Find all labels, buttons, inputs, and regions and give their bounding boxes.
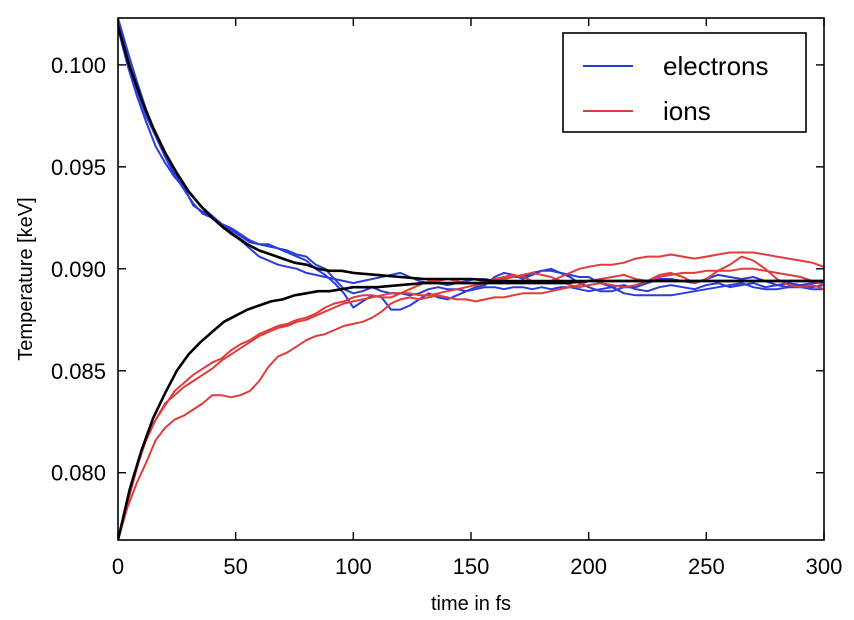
electrons-series-line-1 [118,18,824,297]
legend-label-electrons: electrons [663,51,769,81]
x-tick-label: 300 [806,554,843,579]
legend-label-ions: ions [663,96,711,126]
legend-box [562,32,807,133]
y-tick-label: 0.085 [51,359,106,384]
y-tick-label: 0.100 [51,53,106,78]
x-tick-label: 250 [688,554,725,579]
x-tick-label: 200 [570,554,607,579]
y-tick-label: 0.080 [51,461,106,486]
ions-series-line-1 [118,255,824,540]
ticks-layer: 0 50 100 150 200 250 300 0.080 0.085 0.090 0.095 0.… [51,18,842,579]
ions-series-line-2 [118,267,824,540]
legend: electrons ions [562,32,807,133]
x-tick-label: 0 [112,554,124,579]
y-axis-label: Temperature [keV] [15,197,37,360]
x-axis-label: time in fs [431,593,511,615]
y-tick-label: 0.095 [51,155,106,180]
fit-series-line-1 [118,24,824,283]
x-tick-label: 100 [335,554,372,579]
x-tick-label: 150 [453,554,490,579]
series-layer [118,18,824,540]
y-tick-label: 0.090 [51,257,106,282]
fit-series-line-2 [118,279,824,540]
x-tick-label: 50 [223,554,247,579]
